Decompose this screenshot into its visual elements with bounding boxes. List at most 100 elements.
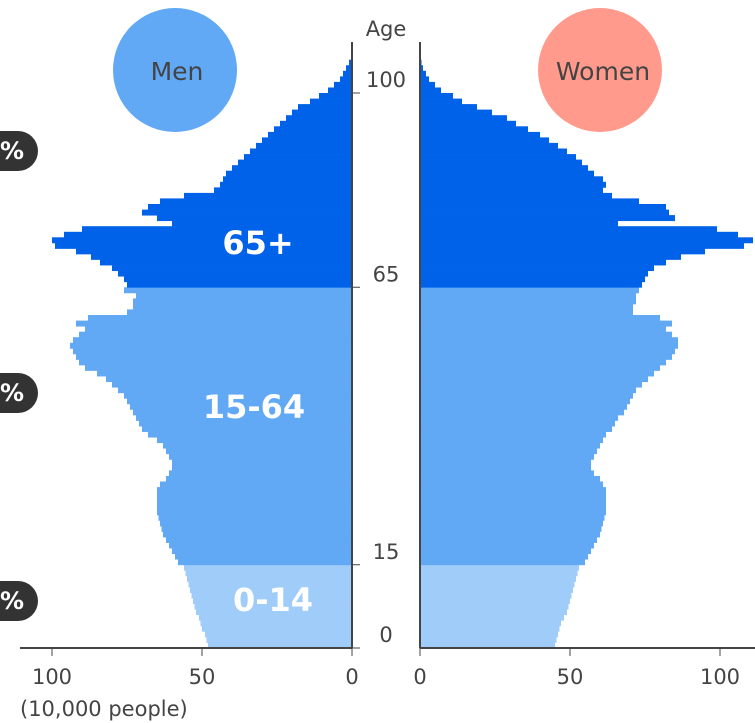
women-x-tick-label: 0 [413, 665, 426, 689]
bar-men-age-93 [274, 126, 352, 133]
bar-men-age-24 [157, 509, 352, 516]
bar-women-age-84 [420, 176, 603, 183]
bar-men-age-62 [133, 298, 352, 305]
bar-men-age-98 [310, 98, 352, 105]
bar-women-age-23 [420, 514, 605, 521]
men-bars [52, 59, 352, 649]
bar-women-age-83 [420, 181, 606, 188]
bar-women-age-78 [420, 209, 669, 216]
bar-women-age-71 [420, 248, 705, 255]
men-label: Men [151, 57, 204, 86]
bar-men-age-99 [319, 93, 352, 99]
bar-men-age-29 [160, 481, 352, 488]
bar-women-age-16 [420, 553, 588, 560]
bar-men-age-77 [157, 215, 352, 222]
bar-women-age-7 [420, 603, 569, 610]
bar-men-age-49 [97, 370, 352, 377]
bar-men-age-82 [214, 187, 352, 194]
women-circle [538, 8, 662, 132]
bar-men-age-5 [199, 614, 352, 621]
bar-women-age-40 [420, 420, 615, 427]
bar-women-age-1 [420, 636, 557, 643]
bar-women-age-14 [420, 564, 579, 571]
age-tick-label: 100 [366, 68, 406, 92]
bar-women-age-101 [420, 81, 435, 88]
bar-men-age-12 [187, 575, 352, 582]
bar-men-age-60 [127, 309, 352, 316]
bar-men-age-8 [193, 598, 352, 604]
bar-women-age-8 [420, 598, 570, 604]
bar-men-age-56 [79, 331, 352, 338]
bar-women-age-20 [420, 531, 600, 538]
bar-men-age-96 [292, 109, 352, 116]
bar-men-age-76 [172, 220, 352, 227]
bar-women-age-99 [420, 93, 453, 99]
bar-men-age-40 [139, 420, 352, 427]
bar-men-age-85 [226, 170, 352, 177]
bar-men-age-87 [238, 159, 352, 166]
bar-men-age-10 [190, 587, 352, 593]
bar-women-age-73 [420, 237, 753, 244]
bar-women-age-63 [420, 292, 636, 299]
bar-women-age-93 [420, 126, 528, 133]
men-circle [113, 8, 237, 132]
bar-women-age-18 [420, 542, 594, 549]
bar-men-age-74 [64, 231, 352, 238]
bar-women-age-0 [420, 642, 555, 649]
women-bars [420, 59, 753, 649]
bar-women-age-52 [420, 353, 672, 360]
bar-men-age-36 [163, 442, 352, 449]
bar-women-age-30 [420, 476, 600, 482]
bar-men-age-64 [124, 287, 352, 294]
bar-women-age-82 [420, 187, 603, 194]
bar-men-age-54 [70, 342, 352, 349]
bar-women-age-33 [420, 459, 591, 466]
bar-men-age-78 [142, 209, 352, 216]
bar-men-age-2 [205, 631, 352, 638]
bar-women-age-58 [420, 320, 672, 327]
men-x-tick-label: 50 [189, 665, 216, 689]
age-tick-label: 15 [373, 540, 400, 564]
x-ticks: 100 100 50 50 0 0 [32, 648, 740, 689]
bar-women-age-74 [420, 231, 738, 238]
bar-women-age-100 [420, 87, 441, 94]
age-axis-title: Age [366, 17, 407, 41]
bar-men-age-4 [200, 620, 352, 627]
bar-men-age-102 [340, 76, 352, 83]
bar-women-age-43 [420, 403, 627, 410]
bar-men-age-55 [73, 337, 352, 344]
bar-women-age-55 [420, 337, 678, 344]
bar-women-age-91 [420, 137, 549, 144]
bar-men-age-103 [343, 70, 352, 77]
bar-women-age-21 [420, 525, 602, 532]
men-x-tick-label: 100 [32, 665, 72, 689]
bar-men-age-28 [157, 487, 352, 494]
bar-men-age-42 [133, 409, 352, 416]
bar-women-age-31 [420, 470, 594, 477]
bar-men-age-23 [158, 514, 352, 521]
bar-women-age-38 [420, 431, 606, 438]
bar-men-age-59 [88, 315, 352, 321]
bar-men-age-68 [112, 265, 352, 272]
bar-women-age-32 [420, 464, 591, 471]
bar-women-age-44 [420, 398, 630, 405]
bar-women-age-2 [420, 631, 558, 638]
bar-men-age-83 [220, 181, 352, 188]
bar-men-age-69 [100, 259, 352, 266]
bar-men-age-16 [175, 553, 352, 560]
bar-men-age-35 [166, 448, 352, 455]
bar-women-age-6 [420, 609, 567, 616]
women-x-tick-label: 50 [557, 665, 584, 689]
bar-women-age-19 [420, 537, 597, 543]
bar-men-age-30 [166, 476, 352, 482]
bar-men-age-17 [172, 548, 352, 555]
bar-women-age-56 [420, 331, 672, 338]
bar-women-age-57 [420, 326, 666, 333]
bar-women-age-15 [420, 559, 585, 566]
bar-men-age-52 [76, 353, 352, 360]
bar-men-age-3 [202, 625, 352, 632]
bar-men-age-26 [157, 498, 352, 505]
bar-men-age-72 [55, 242, 352, 249]
bar-men-age-44 [127, 398, 352, 405]
